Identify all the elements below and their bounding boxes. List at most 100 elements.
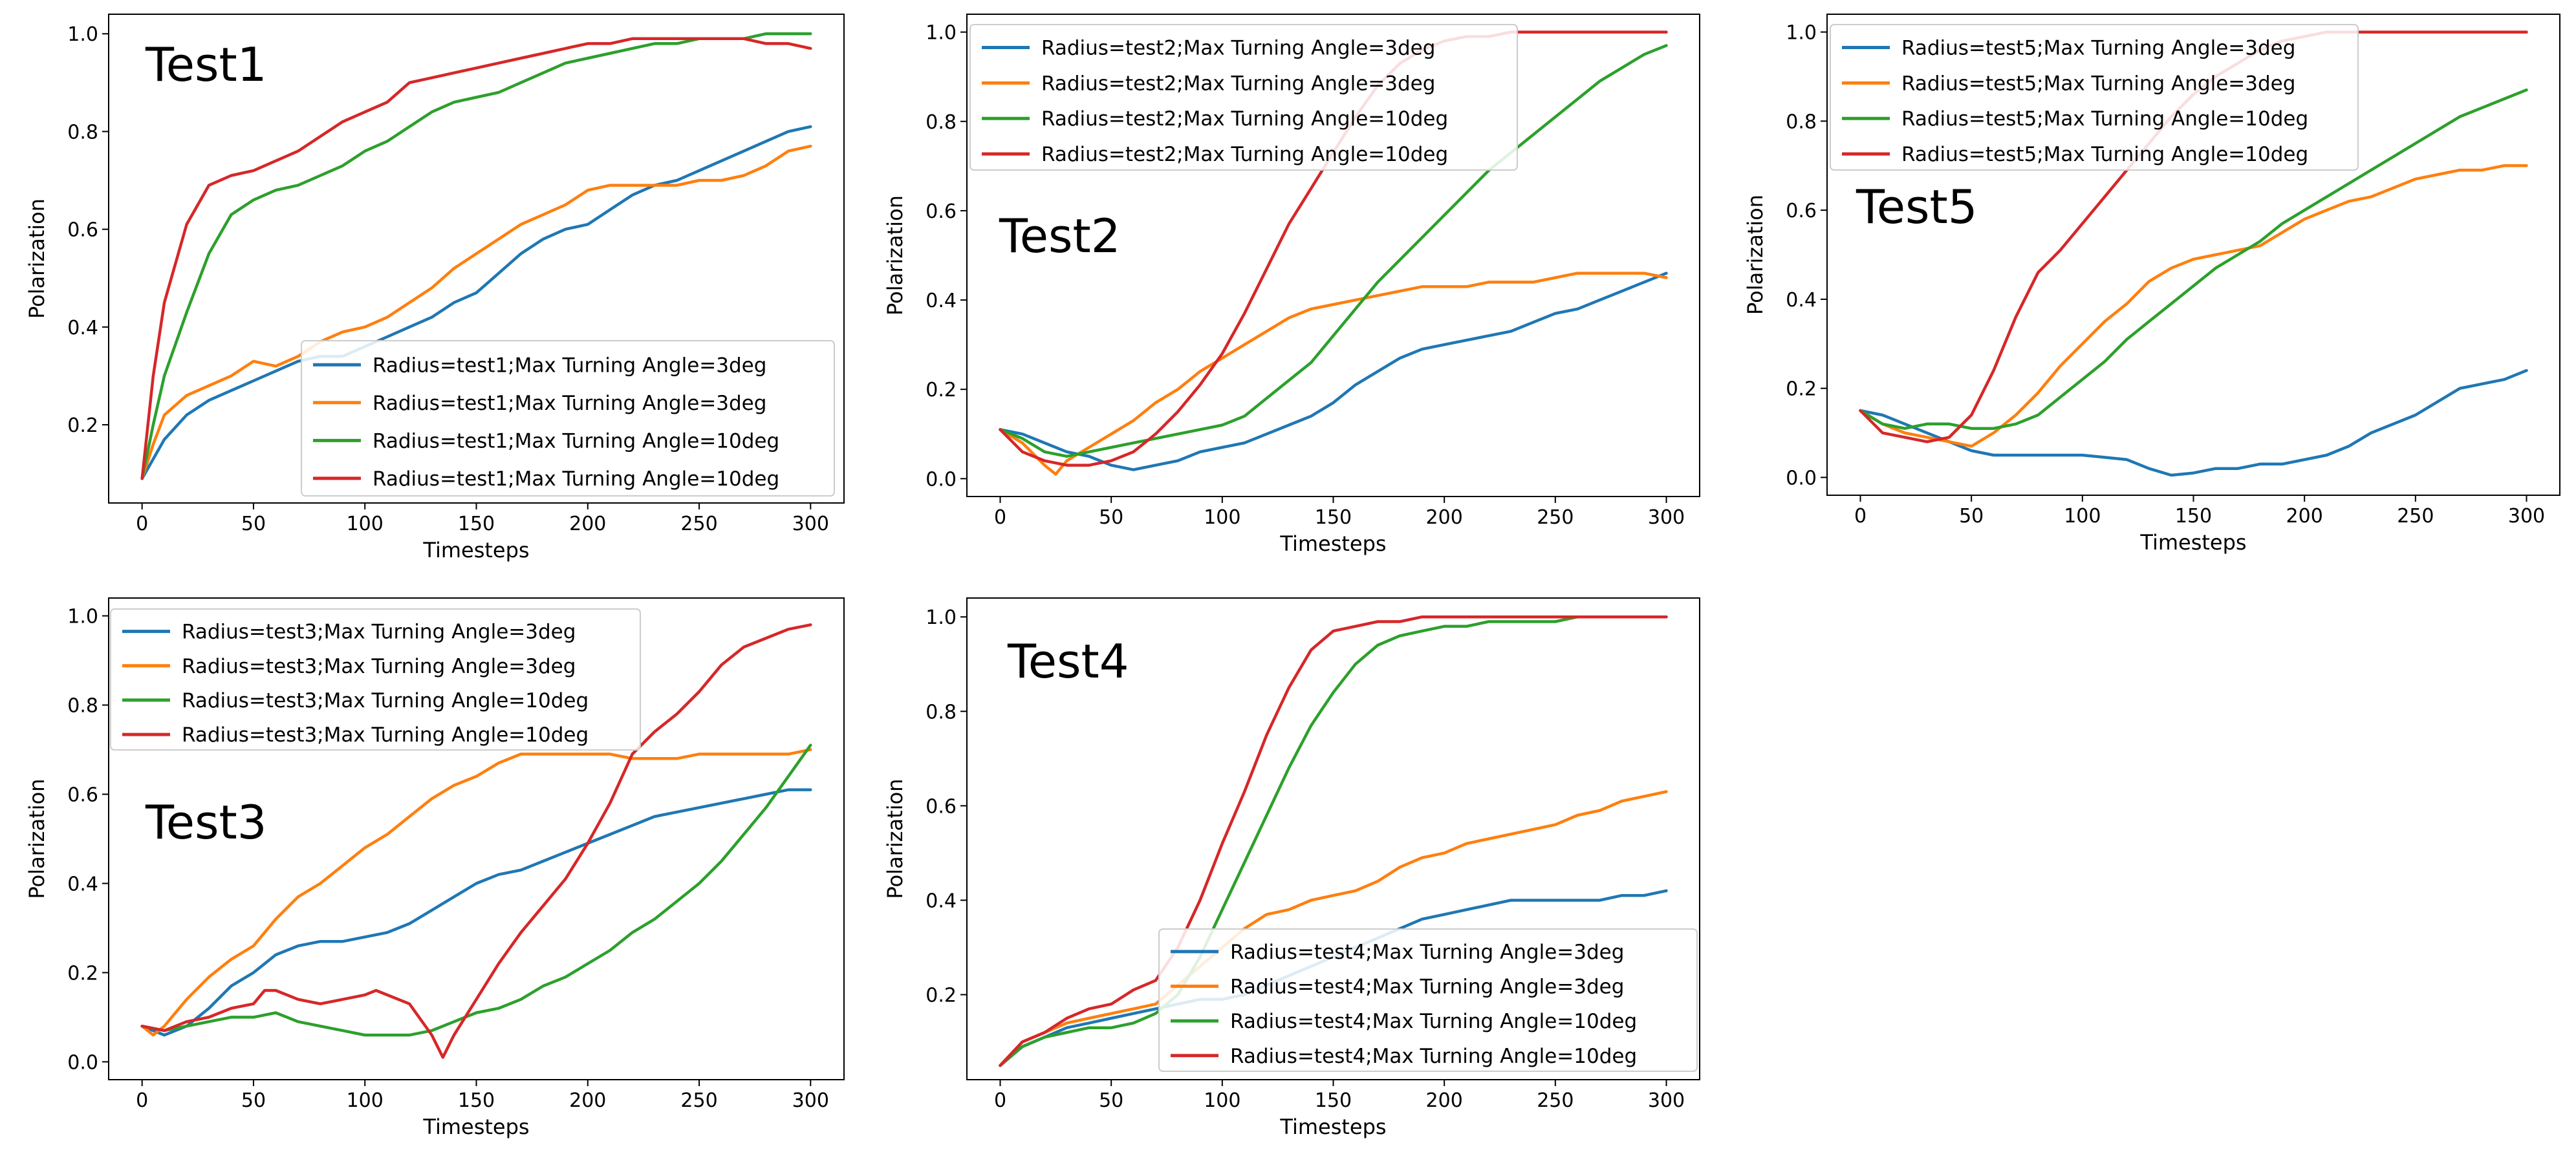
series-line-4	[999, 615, 1668, 1067]
x-tick-label: 50	[1099, 1089, 1123, 1112]
legend-entry: Radius=test1;Max Turning Angle=3deg	[373, 392, 766, 415]
series-line-2	[140, 144, 812, 480]
panel-title: Test4	[1007, 634, 1129, 689]
legend-entry: Radius=test1;Max Turning Angle=3deg	[373, 354, 766, 377]
series-line-3	[1859, 88, 2528, 430]
x-axis-label: Timesteps	[422, 1115, 529, 1139]
legend-entry: Radius=test2;Max Turning Angle=3deg	[1041, 36, 1435, 59]
x-tick-label: 250	[680, 1089, 717, 1112]
y-axis-label: Polarization	[25, 198, 49, 319]
panel-title: Test1	[145, 37, 267, 92]
x-tick-label: 100	[347, 513, 384, 535]
legend-entry: Radius=test5;Max Turning Angle=3deg	[1901, 36, 2295, 59]
legend: Radius=test3;Max Turning Angle=3deg Radiu…	[110, 608, 641, 751]
y-axis-label: Polarization	[25, 779, 49, 899]
x-tick-label: 100	[347, 1089, 384, 1112]
y-axis-label: Polarization	[883, 195, 907, 315]
y-tick-label: 0.4	[925, 290, 957, 312]
series-line-3	[999, 44, 1668, 458]
x-tick-label: 150	[458, 513, 495, 535]
legend: Radius=test2;Max Turning Angle=3deg Radiu…	[969, 24, 1518, 171]
y-tick-label: 0.2	[925, 985, 957, 1007]
legend-entry: Radius=test5;Max Turning Angle=10deg	[1901, 107, 2308, 131]
y-tick-label: 0.8	[925, 111, 957, 134]
x-tick-label: 50	[1959, 505, 1984, 528]
y-tick-label: 0.2	[925, 379, 957, 401]
subplot-2: 0 50 100 150 200 250 300 0.0 0.2 0.4 0.6 0.8 1.0 Time…	[883, 14, 1700, 556]
y-tick-label: 1.0	[67, 606, 98, 628]
y-tick-label: 0.4	[67, 873, 98, 895]
x-tick-label: 200	[569, 513, 606, 535]
series-line-2	[999, 272, 1668, 476]
panel-title: Test3	[145, 795, 267, 850]
legend-entry: Radius=test2;Max Turning Angle=10deg	[1041, 107, 1448, 131]
x-tick-label: 250	[1537, 506, 1574, 529]
legend: Radius=test5;Max Turning Angle=3deg Radiu…	[1830, 24, 2359, 171]
legend: Radius=test1;Max Turning Angle=3deg Radiu…	[301, 340, 835, 497]
x-tick-label: 300	[792, 513, 829, 535]
x-tick-label: 0	[136, 1089, 148, 1112]
x-tick-label: 150	[1315, 1089, 1352, 1112]
series-line-4	[140, 37, 812, 480]
legend: Radius=test4;Max Turning Angle=3deg Radiu…	[1158, 928, 1698, 1072]
panel-title: Test2	[999, 209, 1121, 263]
x-tick-label: 250	[1537, 1089, 1574, 1112]
x-tick-label: 250	[2397, 505, 2434, 528]
x-tick-label: 200	[569, 1089, 606, 1112]
series-line-1	[1859, 369, 2528, 477]
x-tick-label: 0	[994, 506, 1006, 529]
x-axis-label: Timesteps	[1279, 1115, 1386, 1139]
y-tick-label: 0.0	[1786, 467, 1817, 489]
x-tick-label: 300	[2508, 505, 2545, 528]
x-tick-label: 150	[2175, 505, 2212, 528]
y-axis-label: Polarization	[883, 779, 907, 899]
series-line-1	[140, 125, 812, 480]
series-line-2	[999, 790, 1668, 1067]
x-tick-label: 150	[1315, 506, 1352, 529]
y-tick-label: 0.2	[67, 962, 98, 985]
y-tick-label: 1.0	[925, 606, 957, 629]
legend-box	[969, 24, 1518, 171]
legend-box	[110, 608, 641, 751]
y-tick-label: 0.8	[67, 695, 98, 718]
y-tick-label: 0.2	[67, 414, 98, 437]
y-axis-label: Polarization	[1743, 195, 1768, 315]
x-tick-label: 300	[792, 1089, 829, 1112]
legend-entry: Radius=test4;Max Turning Angle=3deg	[1230, 975, 1624, 998]
x-axis-label: Timesteps	[1279, 531, 1386, 556]
y-tick-label: 0.8	[1786, 111, 1817, 133]
y-tick-label: 0.6	[925, 795, 957, 818]
y-tick-label: 0.8	[67, 121, 98, 144]
legend-entry: Radius=test4;Max Turning Angle=10deg	[1230, 1010, 1637, 1033]
y-tick-label: 0.6	[67, 784, 98, 807]
y-tick-label: 0.8	[925, 701, 957, 723]
x-tick-label: 100	[2064, 505, 2101, 528]
legend-entry: Radius=test3;Max Turning Angle=10deg	[182, 689, 589, 712]
panel-title: Test5	[1856, 180, 1978, 234]
series-line-4	[140, 623, 812, 1059]
x-axis-label: Timesteps	[422, 538, 529, 562]
x-tick-label: 0	[994, 1089, 1006, 1112]
legend-box	[1830, 24, 2359, 171]
y-tick-label: 1.0	[925, 22, 957, 45]
legend-box	[301, 340, 835, 497]
y-tick-label: 0.2	[1786, 378, 1817, 401]
legend-entry: Radius=test1;Max Turning Angle=10deg	[373, 467, 779, 491]
legend-entry: Radius=test5;Max Turning Angle=3deg	[1901, 72, 2295, 95]
x-tick-label: 100	[1204, 506, 1240, 529]
legend-entry: Radius=test2;Max Turning Angle=3deg	[1041, 72, 1435, 95]
subplot-5: 0 50 100 150 200 250 300 0.2 0.4 0.6 0.8 1.0 Timeste…	[883, 597, 1700, 1139]
legend-entry: Radius=test4;Max Turning Angle=3deg	[1230, 941, 1624, 964]
y-tick-label: 0.4	[1786, 289, 1817, 312]
subplot-3: 0 50 100 150 200 250 300 0.0 0.2 0.4 0.6 0.8 1.0 Time…	[1743, 14, 2560, 555]
legend-entry: Radius=test5;Max Turning Angle=10deg	[1901, 143, 2308, 166]
series-line-2	[1859, 164, 2528, 448]
series-line-2	[140, 748, 812, 1037]
series-line-3	[999, 615, 1668, 1067]
x-tick-label: 300	[1648, 1089, 1685, 1112]
x-tick-label: 300	[1648, 506, 1685, 529]
series-line-1	[140, 788, 812, 1037]
subplot-1: 0 50 100 150 200 250 300 0.2 0.4 0.6 0.8 1.0 Timeste…	[25, 14, 845, 562]
y-tick-label: 0.0	[925, 468, 957, 491]
x-tick-label: 200	[1426, 506, 1463, 529]
